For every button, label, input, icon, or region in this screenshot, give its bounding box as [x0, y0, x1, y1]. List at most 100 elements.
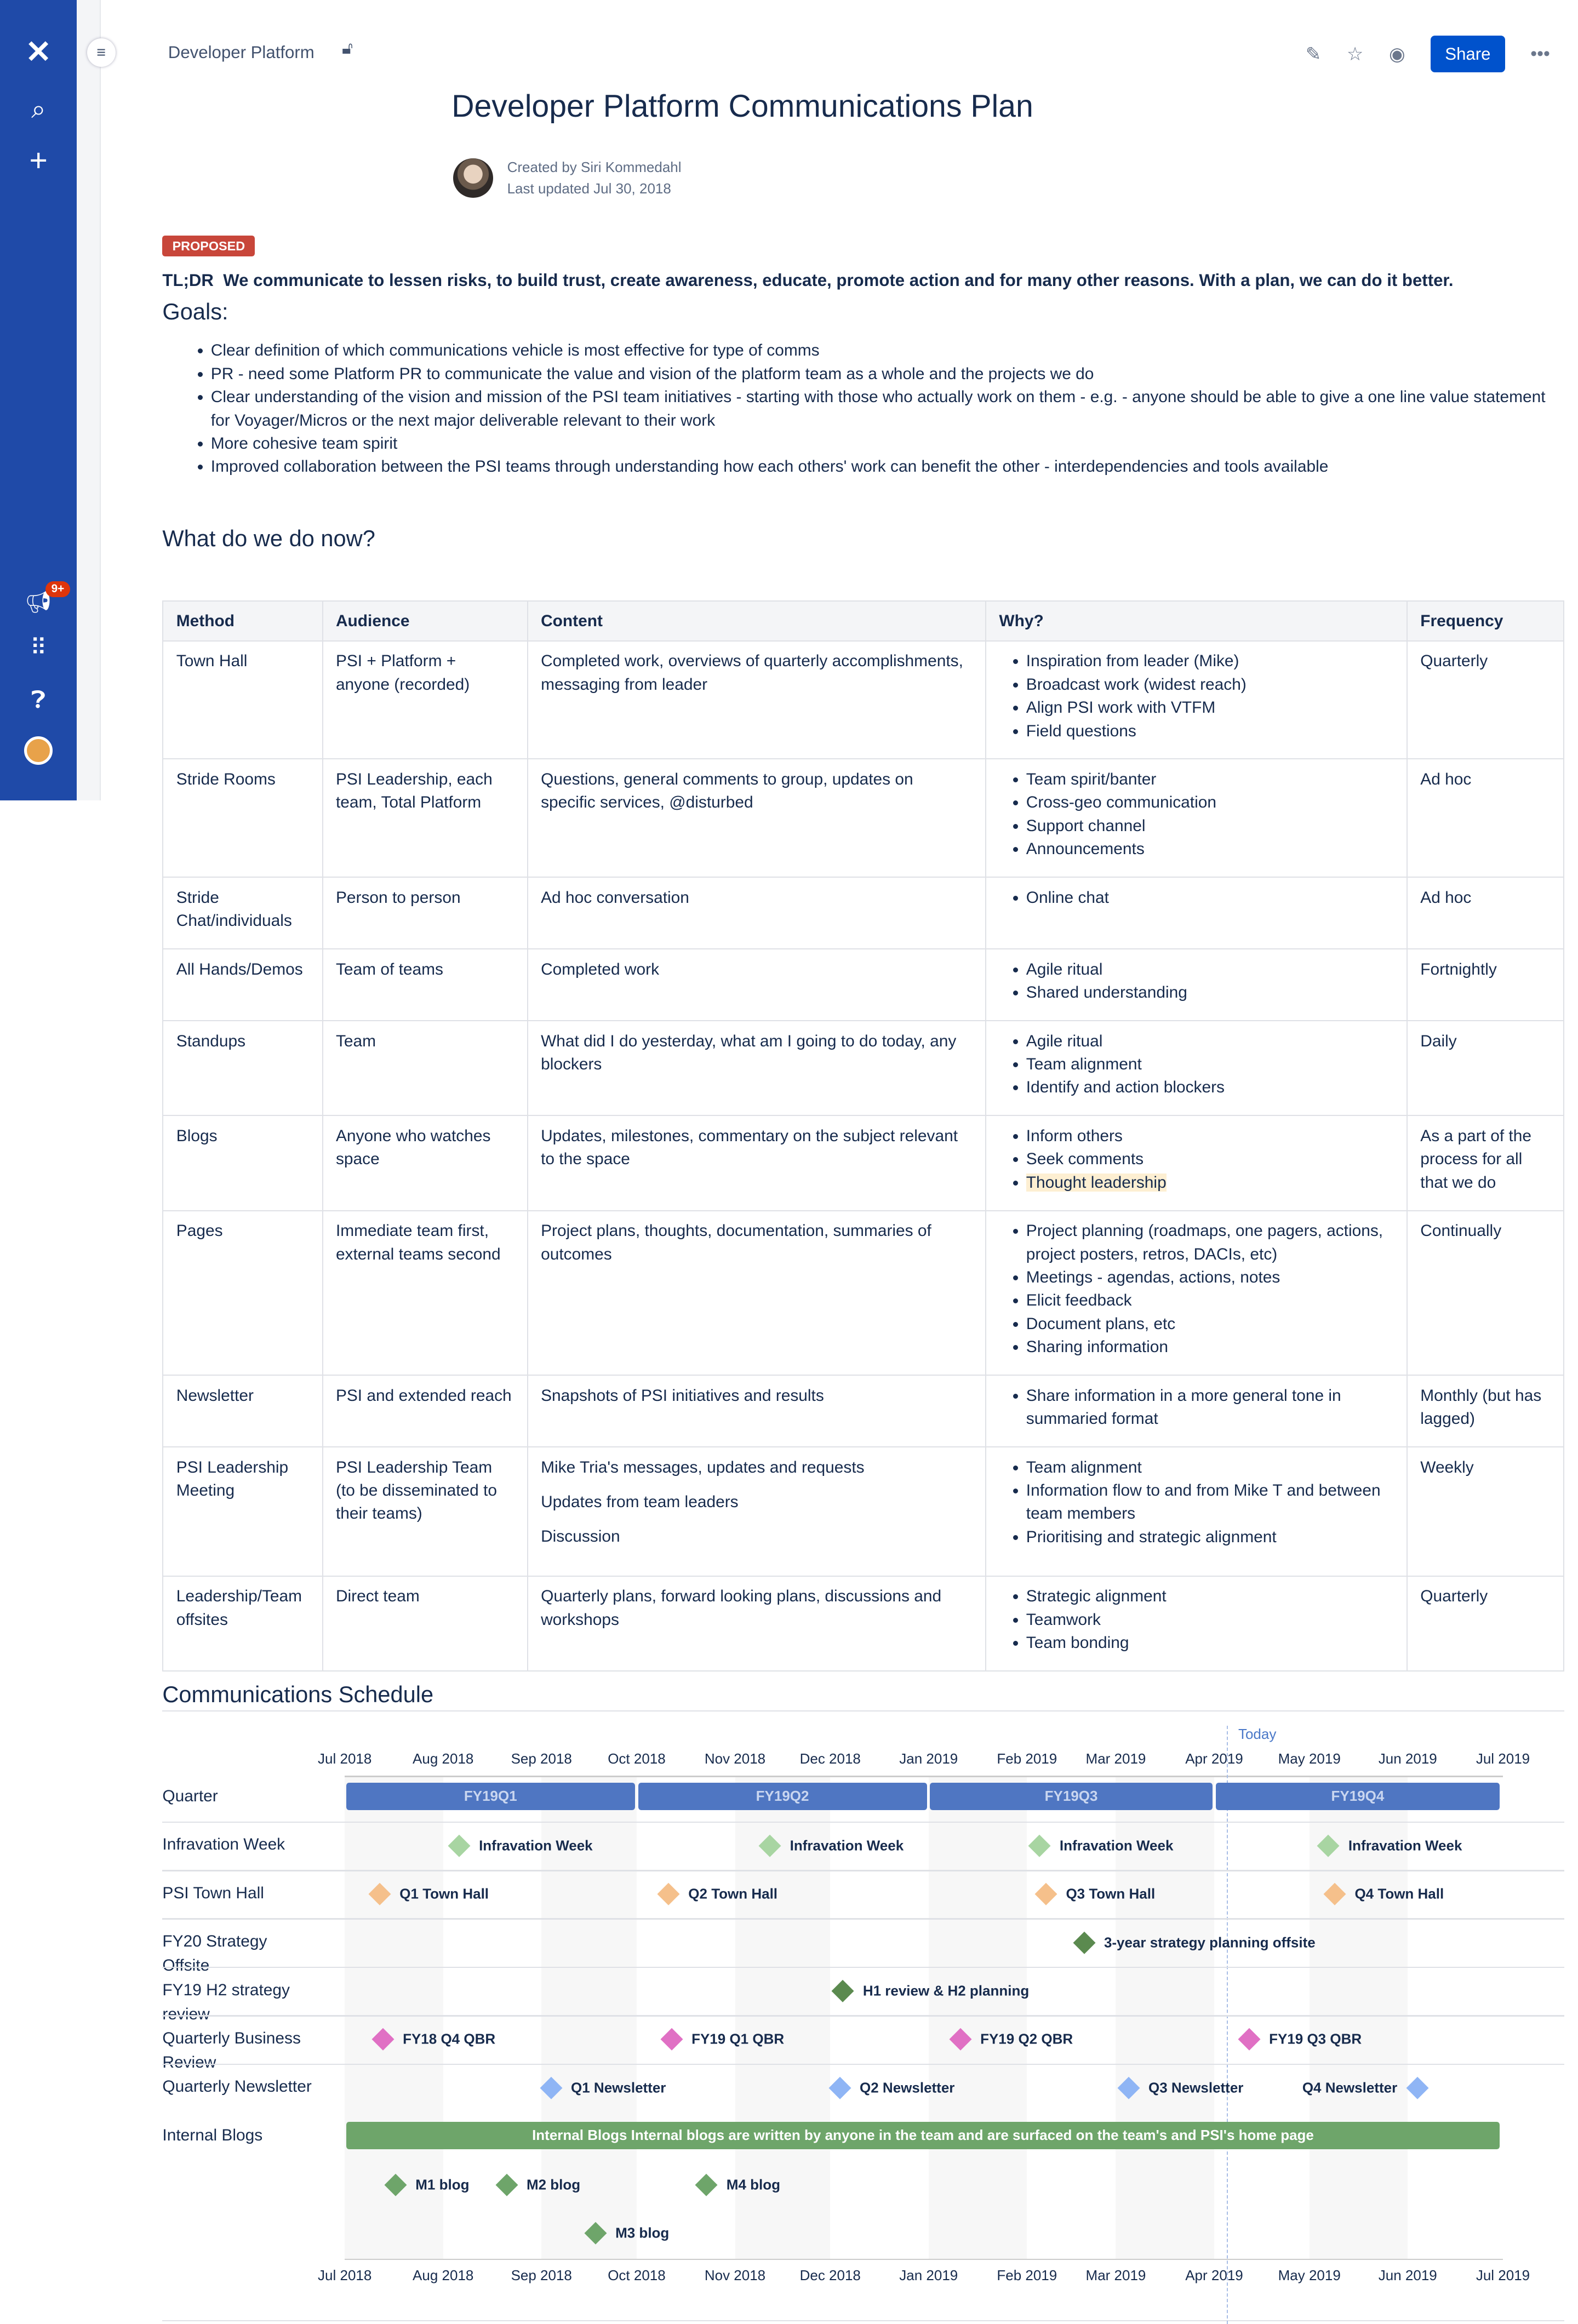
why-list: Strategic alignmentTeamworkTeam bonding: [999, 1585, 1393, 1655]
share-button[interactable]: Share: [1431, 36, 1505, 73]
timeline-bar[interactable]: FY19Q2: [638, 1783, 927, 1810]
table-row: Standups Team What did I do yesterday, wha…: [162, 1020, 1564, 1117]
today-line: [1227, 1726, 1228, 2324]
timeline-bar[interactable]: Internal Blogs Internal blogs are writte…: [346, 2122, 1500, 2149]
why-item: Team spirit/banter: [1026, 768, 1394, 791]
row-separator: [162, 2063, 1564, 2065]
column-header-method: Method: [162, 600, 323, 642]
milestone-diamond[interactable]: [495, 2173, 518, 2196]
cell-why: Project planning (roadmaps, one pagers, …: [985, 1210, 1408, 1376]
star-icon[interactable]: ☆: [1346, 43, 1364, 65]
app-switcher-icon[interactable]: ⠿: [30, 634, 47, 660]
milestone-diamond[interactable]: [1028, 1834, 1051, 1857]
confluence-logo[interactable]: ✕: [25, 35, 52, 70]
milestone-diamond[interactable]: [660, 2028, 683, 2051]
cell-frequency: Ad hoc: [1406, 758, 1564, 878]
byline: Created by Siri Kommedahl Last updated J…: [453, 157, 682, 199]
milestone-diamond[interactable]: [1034, 1883, 1057, 1905]
collapse-sidebar-button[interactable]: ≡: [87, 38, 116, 67]
page-title: Developer Platform Communications Plan: [451, 89, 1033, 124]
row-label: FY20 Strategy Offsite: [162, 1932, 267, 1975]
why-item: Field questions: [1026, 720, 1394, 743]
goal-item: PR - need some Platform PR to communicat…: [211, 363, 1564, 386]
row-separator: [162, 1870, 1564, 1871]
goals-list: Clear definition of which communications…: [162, 339, 1564, 478]
cell-content: Updates, milestones, commentary on the s…: [527, 1115, 986, 1211]
column-header-audience: Audience: [322, 600, 528, 642]
top-axis-tick: Mar 2019: [1085, 1750, 1146, 1767]
top-axis-tick: Jun 2019: [1378, 1750, 1437, 1767]
why-list: Agile ritualShared understanding: [999, 958, 1393, 1005]
cell-method: Standups: [162, 1020, 323, 1117]
content-paragraph: Questions, general comments to group, up…: [541, 770, 913, 812]
timeline-bar[interactable]: FY19Q4: [1215, 1783, 1500, 1810]
milestone-diamond[interactable]: [695, 2173, 718, 2196]
communications-table: Method Audience Content Why? Frequency Town …: [162, 600, 1564, 1672]
table-row: Blogs Anyone who watches space Updates, mi…: [162, 1115, 1564, 1211]
last-updated[interactable]: Last updated Jul 30, 2018: [507, 180, 671, 197]
month-shading: [541, 1776, 637, 2259]
bottom-axis-tick: Oct 2018: [608, 2267, 666, 2284]
cell-why: Online chat: [985, 877, 1408, 950]
status-badge: PROPOSED: [162, 236, 255, 256]
create-icon[interactable]: +: [29, 143, 48, 178]
unlock-icon[interactable]: 🔓︎: [342, 38, 353, 58]
profile-avatar[interactable]: [0, 736, 77, 771]
row-label: PSI Town Hall: [162, 1884, 264, 1902]
page-content: PROPOSED TL;DR We communicate to lessen …: [162, 230, 1564, 2324]
sidebar-resize-strip[interactable]: [77, 0, 101, 801]
cell-why: Team alignmentInformation flow to and fr…: [985, 1446, 1408, 1577]
milestone-diamond[interactable]: [1238, 2028, 1260, 2051]
why-item: Document plans, etc: [1026, 1313, 1394, 1336]
why-list: Inspiration from leader (Mike)Broadcast …: [999, 650, 1393, 743]
cell-audience: PSI + Platform + anyone (recorded): [322, 640, 528, 760]
tldr-label: TL;DR: [162, 270, 214, 290]
created-by: Created by Siri Kommedahl: [507, 159, 682, 175]
milestone-diamond[interactable]: [657, 1883, 680, 1905]
content-paragraph: Completed work, overviews of quarterly a…: [541, 652, 963, 694]
cell-content: Questions, general comments to group, up…: [527, 758, 986, 878]
cell-why: Inspiration from leader (Mike)Broadcast …: [985, 640, 1408, 760]
milestone-diamond[interactable]: [448, 1834, 470, 1857]
bottom-axis-tick: Aug 2018: [413, 2267, 474, 2284]
bottom-axis-tick: Jan 2019: [899, 2267, 958, 2284]
milestone-diamond[interactable]: [1073, 1931, 1095, 1954]
cell-method: Stride Rooms: [162, 758, 323, 878]
cell-method: Leadership/Team offsites: [162, 1575, 323, 1672]
why-item: Shared understanding: [1026, 981, 1394, 1004]
table-row: Stride Rooms PSI Leadership, each team, T…: [162, 758, 1564, 878]
search-icon[interactable]: ⌕: [31, 94, 46, 123]
milestone-label: M2 blog: [526, 2176, 581, 2193]
cell-content: Ad hoc conversation: [527, 877, 986, 950]
more-icon[interactable]: •••: [1530, 43, 1550, 65]
breadcrumb[interactable]: Developer Platform: [168, 43, 315, 62]
milestone-diamond[interactable]: [828, 2076, 851, 2099]
cell-frequency: Ad hoc: [1406, 877, 1564, 950]
cell-method: Blogs: [162, 1115, 323, 1211]
author-avatar[interactable]: [453, 158, 493, 198]
why-item: Strategic alignment: [1026, 1585, 1394, 1608]
content-paragraph: Updates from team leaders: [541, 1492, 739, 1511]
top-axis-tick: May 2019: [1278, 1750, 1341, 1767]
why-item: Broadcast work (widest reach): [1026, 673, 1394, 696]
help-icon[interactable]: ❓︎: [31, 686, 46, 714]
cell-content: Project plans, thoughts, documentation, …: [527, 1210, 986, 1376]
edit-icon[interactable]: ✎: [1305, 43, 1322, 65]
why-item: Online chat: [1026, 886, 1394, 909]
row-label: Quarterly Business Review: [162, 2029, 301, 2072]
top-axis-tick: Oct 2018: [608, 1750, 666, 1767]
milestone-diamond[interactable]: [832, 1979, 854, 2002]
top-axis-tick: Feb 2019: [997, 1750, 1057, 1767]
watch-icon[interactable]: ◉: [1388, 43, 1405, 65]
timeline-bar[interactable]: FY19Q1: [346, 1783, 635, 1810]
milestone-diamond[interactable]: [1406, 2076, 1428, 2099]
milestone-label: Q1 Town Hall: [399, 1885, 489, 1902]
table-row: All Hands/Demos Team of teams Completed wo…: [162, 948, 1564, 1022]
cell-content: Mike Tria's messages, updates and reques…: [527, 1446, 986, 1577]
top-axis-tick: Sep 2018: [511, 1750, 572, 1767]
milestone-label: M1 blog: [415, 2176, 470, 2193]
cell-audience: Direct team: [322, 1575, 528, 1672]
timeline-bar[interactable]: FY19Q3: [930, 1783, 1213, 1810]
cell-frequency: Monthly (but has lagged): [1406, 1375, 1564, 1448]
column-header-frequency: Frequency: [1406, 600, 1564, 642]
